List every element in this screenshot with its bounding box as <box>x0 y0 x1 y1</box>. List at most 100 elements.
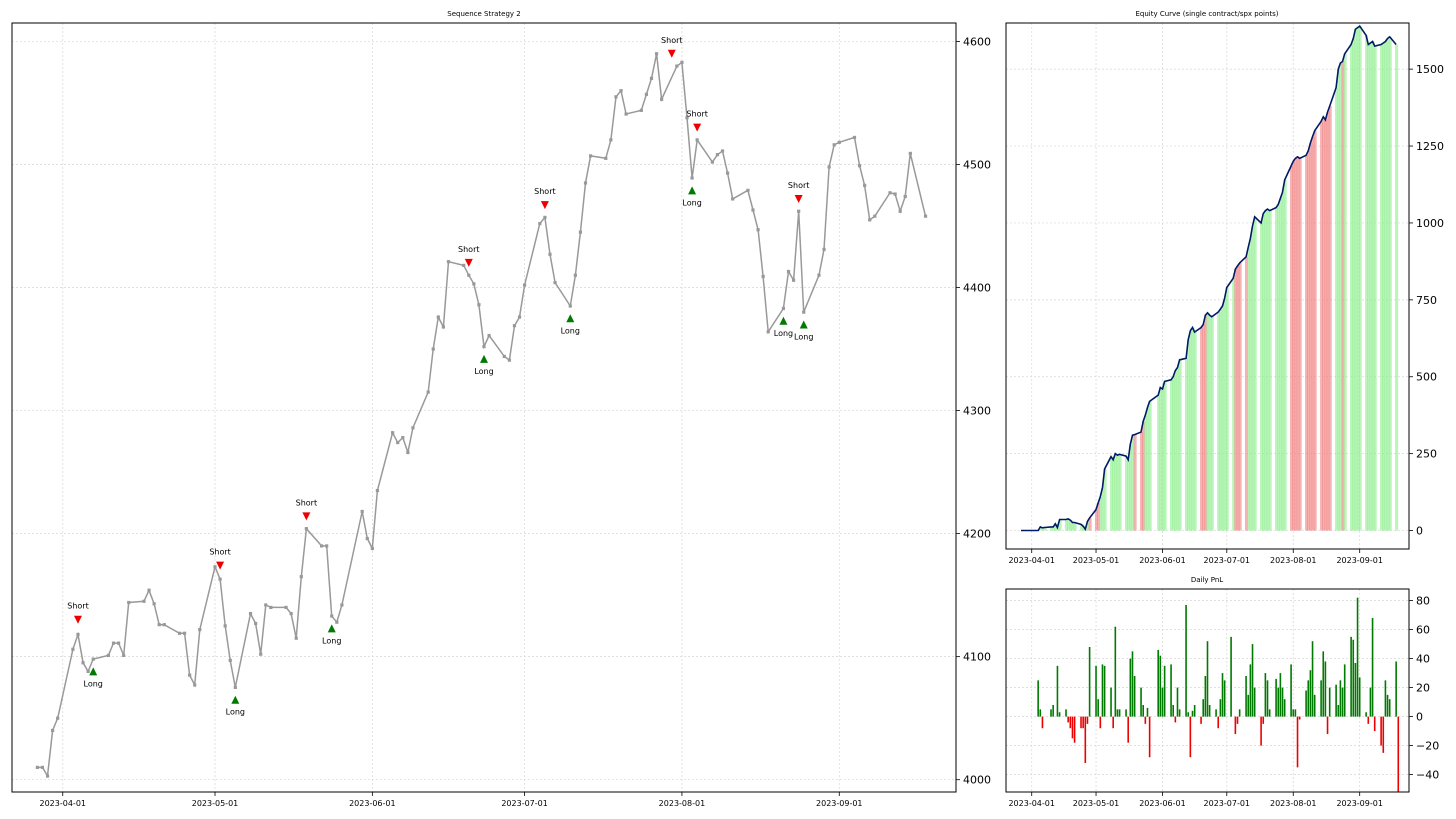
price-point <box>761 274 765 279</box>
equity-chart-line-layer <box>1021 24 1397 532</box>
pnl-bar-negative <box>1073 716 1076 743</box>
long-signal-marker <box>480 354 488 363</box>
short-signal-marker <box>216 561 225 570</box>
price-point <box>193 683 197 687</box>
short-equity-bar <box>1088 517 1092 531</box>
pnl-bar-positive <box>1114 626 1117 717</box>
short-equity-bar <box>1311 136 1315 531</box>
pnl-bar-positive <box>1204 676 1207 717</box>
long-equity-bar <box>1161 389 1165 531</box>
pnl-bar-positive <box>1103 665 1106 717</box>
short-signal-marker <box>693 123 702 132</box>
short-equity-bar <box>1139 432 1144 531</box>
pnl-bar-positive <box>1358 677 1361 717</box>
price-point <box>583 181 588 185</box>
price-point <box>660 97 664 101</box>
price-x-tick-label: 2023-09-01 <box>816 799 863 808</box>
pnl-bar-positive <box>1311 641 1314 717</box>
long-equity-bar <box>1131 435 1135 531</box>
price-chart-y-ticks: 4000 4100 4200 4300 4400 4500 4600 <box>956 35 991 787</box>
short-signal-marker <box>73 615 82 624</box>
price-point <box>517 315 522 319</box>
short-equity-bar <box>1305 155 1309 531</box>
pnl-bar-negative <box>1041 716 1044 729</box>
long-equity-bar <box>1247 247 1251 531</box>
price-chart-x-ticks: 2023-04-01 2023-05-01 2023-06-01 2023-07-01… <box>40 792 863 808</box>
price-point <box>401 436 405 440</box>
price-point <box>654 52 659 56</box>
pnl-bar-positive <box>1249 664 1252 717</box>
price-point <box>441 325 445 329</box>
pnl-bar-positive <box>1172 705 1175 717</box>
price-point <box>797 209 801 213</box>
pnl-bar-negative <box>1127 716 1129 743</box>
price-point <box>162 623 166 627</box>
price-chart-title: Sequence Strategy 2 <box>447 10 520 18</box>
pnl-bar-negative <box>1086 716 1089 724</box>
short-equity-bar <box>1324 119 1328 531</box>
price-point <box>426 390 430 394</box>
long-equity-bar <box>1163 381 1167 531</box>
short-equity-bar <box>1236 266 1240 531</box>
price-point <box>817 273 821 277</box>
short-equity-bar <box>1328 106 1332 531</box>
equity-y-tick-label: 250 <box>1416 448 1437 461</box>
price-y-tick-label: 4000 <box>963 774 991 787</box>
price-point <box>299 575 303 579</box>
price-point <box>248 611 253 616</box>
pnl-bar-positive <box>1369 687 1372 717</box>
pnl-bar-negative <box>1397 716 1400 792</box>
price-point <box>507 358 511 362</box>
price-point <box>157 623 161 627</box>
price-point <box>406 450 410 455</box>
long-signal-label: Long <box>226 708 245 717</box>
price-point <box>177 631 182 635</box>
short-equity-bar <box>1290 166 1294 531</box>
price-point <box>690 176 694 180</box>
long-equity-bar <box>1210 316 1214 531</box>
long-equity-bar <box>1281 192 1285 531</box>
short-equity-bar <box>1326 112 1330 531</box>
price-point <box>254 621 258 626</box>
price-point <box>462 263 466 267</box>
pnl-bar-negative <box>1067 716 1069 723</box>
long-equity-bar <box>1049 526 1054 531</box>
price-point <box>685 116 689 120</box>
price-point <box>614 95 618 99</box>
long-equity-bar <box>1371 41 1375 531</box>
price-chart-panel: Sequence Strategy 2 ShortLongShortLongSh… <box>11 10 991 808</box>
price-point <box>624 112 628 116</box>
long-signal-label: Long <box>84 679 103 688</box>
price-point <box>289 611 293 616</box>
price-y-tick-label: 4100 <box>963 651 991 664</box>
pnl-bar-positive <box>1202 699 1205 717</box>
long-equity-bar <box>1172 376 1176 531</box>
pnl-bar-positive <box>1283 699 1286 717</box>
short-equity-bar <box>1298 158 1302 531</box>
pnl-chart-y-ticks: −40 −20 0 20 40 60 80 <box>1409 595 1439 782</box>
long-equity-bar <box>1356 27 1360 531</box>
price-point <box>365 536 369 541</box>
price-point <box>35 765 39 769</box>
long-equity-bar <box>1058 519 1062 531</box>
price-point <box>51 728 55 733</box>
pnl-bar-negative <box>1112 716 1114 729</box>
price-point <box>391 431 395 435</box>
short-signal-label: Short <box>788 181 809 190</box>
long-equity-bar <box>1109 456 1114 531</box>
price-point <box>903 194 907 199</box>
short-equity-bar <box>1204 315 1208 531</box>
pnl-chart-panel: Daily PnL 2023-04-01 2023-05-01 2023-06-01… <box>1005 576 1439 808</box>
price-point <box>330 614 334 618</box>
long-equity-bar <box>1382 42 1386 531</box>
short-signal-label: Short <box>686 110 707 119</box>
price-point <box>467 273 471 277</box>
long-equity-bar <box>1208 315 1212 531</box>
long-signal-label: Long <box>561 326 580 335</box>
pnl-bar-positive <box>1146 707 1149 717</box>
pnl-x-tick-label: 2023-06-01 <box>1139 799 1186 808</box>
pnl-bar-positive <box>1309 670 1312 717</box>
equity-y-tick-label: 750 <box>1416 294 1437 307</box>
price-point <box>710 160 714 164</box>
long-equity-bar <box>1169 379 1174 531</box>
